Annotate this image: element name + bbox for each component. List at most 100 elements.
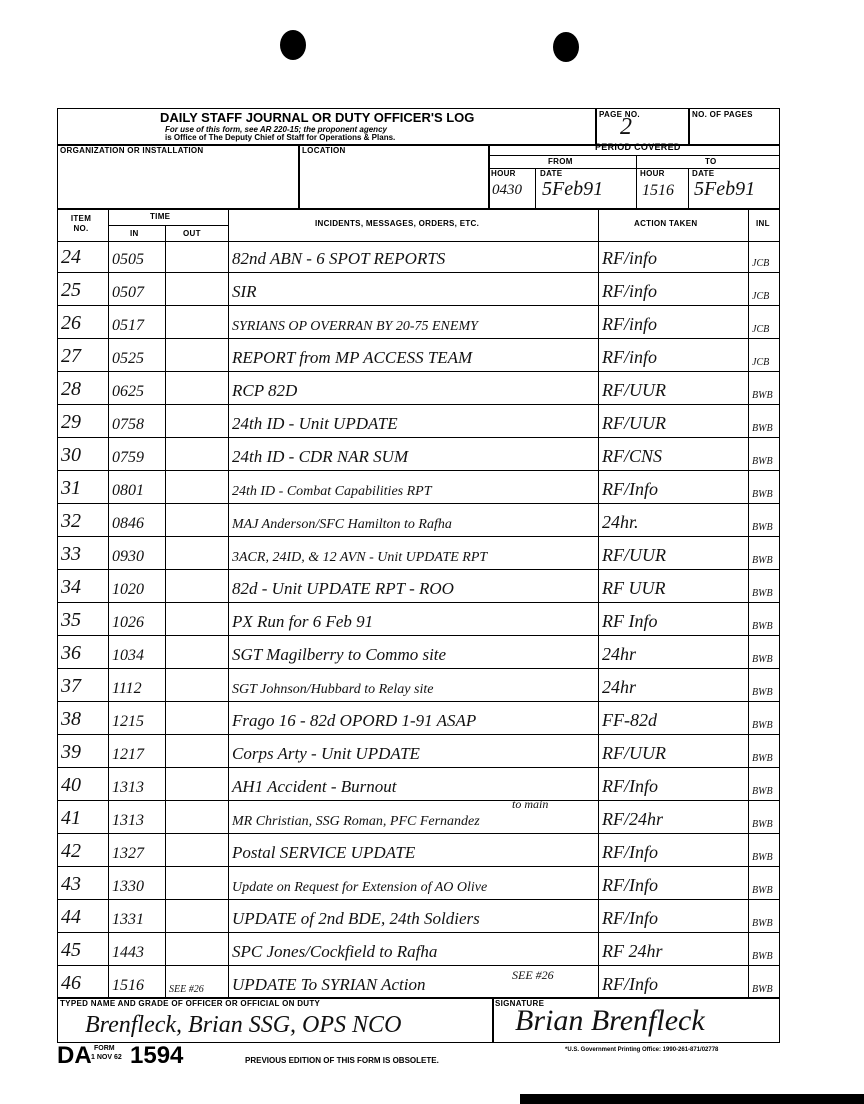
initials: BWB [752, 984, 773, 995]
incident-text: AH1 Accident - Burnout [232, 777, 397, 796]
form-date: 1 NOV 62 [91, 1054, 122, 1061]
page-no-value: 2 [620, 114, 632, 140]
time-out [165, 768, 228, 800]
incident-text: Postal SERVICE UPDATE [232, 843, 416, 862]
item-no: 44 [61, 906, 81, 928]
time-in: 0930 [112, 548, 144, 565]
page-no-label: PAGE NO. [599, 110, 640, 119]
table-row: 40 1313 AH1 Accident - Burnout RF/Info BWB [57, 768, 780, 801]
col-out: OUT [183, 229, 201, 238]
col-initials: INL [756, 219, 770, 228]
table-row: 44 1331 UPDATE of 2nd BDE, 24th Soldiers RF… [57, 900, 780, 933]
table-row: 36 1034 SGT Magilberry to Commo site 24hr BW… [57, 636, 780, 669]
time-out [165, 570, 228, 602]
action-taken: RF/Info [602, 875, 658, 895]
location-box [298, 144, 490, 210]
table-row: 46 1516 SEE #26 UPDATE To SYRIAN Action RF/I… [57, 966, 780, 999]
initials: JCB [752, 258, 770, 269]
form-subtitle-2: is Office of The Deputy Chief of Staff f… [165, 133, 396, 142]
initials: BWB [752, 423, 773, 434]
action-taken: RF/CNS [602, 446, 663, 466]
time-out [165, 603, 228, 635]
incident-text: 3ACR, 24ID, & 12 AVN - Unit UPDATE RPT [232, 550, 488, 565]
item-no: 39 [61, 741, 81, 763]
time-out [165, 471, 228, 503]
time-in: 1331 [112, 911, 144, 928]
from-label: FROM [548, 157, 573, 166]
table-row: 26 0517 SYRIANS OP OVERRAN BY 20-75 ENEMY R… [57, 306, 780, 339]
incident-text: SPC Jones/Cockfield to Rafha [232, 942, 438, 961]
time-in: 1330 [112, 878, 144, 895]
time-in: 1443 [112, 944, 144, 961]
signature-box [492, 997, 780, 1043]
initials: BWB [752, 687, 773, 698]
action-taken: RF/UUR [602, 545, 666, 565]
action-taken: RF/Info [602, 908, 658, 928]
time-out [165, 405, 228, 437]
incident-text: UPDATE To SYRIAN Action [232, 975, 426, 994]
item-no: 35 [61, 609, 81, 631]
table-row: 34 1020 82d - Unit UPDATE RPT - ROO RF UUR B… [57, 570, 780, 603]
to-label: TO [705, 157, 717, 166]
form-title: DAILY STAFF JOURNAL OR DUTY OFFICER'S LO… [160, 110, 475, 125]
to-hour-label: HOUR [640, 169, 665, 178]
initials: JCB [752, 357, 770, 368]
period-label: PERIOD COVERED [595, 142, 681, 152]
table-row: 25 0507 SIR RF/info JCB [57, 273, 780, 306]
organization-label: ORGANIZATION OR INSTALLATION [60, 146, 204, 155]
table-row: 41 1313 MR Christian, SSG Roman, PFC Ferna… [57, 797, 780, 834]
previous-edition-note: PREVIOUS EDITION OF THIS FORM IS OBSOLET… [245, 1056, 439, 1065]
table-row: 39 1217 Corps Arty - Unit UPDATE RF/UUR BWB [57, 735, 780, 768]
time-in: 0758 [112, 416, 144, 433]
incident-text: SGT Magilberry to Commo site [232, 645, 447, 664]
time-in: 0517 [112, 317, 144, 334]
time-in: 1215 [112, 713, 144, 730]
initials: BWB [752, 390, 773, 401]
table-row: 42 1327 Postal SERVICE UPDATE RF/Info BWB [57, 834, 780, 867]
signature: Brian Brenfleck [515, 1004, 705, 1037]
action-taken: RF/info [602, 347, 657, 367]
time-in: 1313 [112, 779, 144, 796]
initials: BWB [752, 456, 773, 467]
incident-text: MAJ Anderson/SFC Hamilton to Rafha [232, 517, 452, 532]
time-out [165, 834, 228, 866]
item-no: 27 [61, 345, 81, 367]
initials: BWB [752, 786, 773, 797]
item-no: 29 [61, 411, 81, 433]
officer-label: TYPED NAME AND GRADE OF OFFICER OR OFFIC… [60, 999, 321, 1008]
table-row: 30 0759 24th ID - CDR NAR SUM RF/CNS BWB [57, 438, 780, 471]
col-in: IN [130, 229, 139, 238]
table-row: 37 1112 SGT Johnson/Hubbard to Relay site 2… [57, 669, 780, 702]
item-no: 37 [61, 675, 81, 697]
form-da: DA [57, 1042, 92, 1069]
incident-text: Frago 16 - 82d OPORD 1-91 ASAP [232, 711, 477, 730]
time-out [165, 801, 228, 833]
time-in: 1327 [112, 845, 144, 862]
incident-text: 82nd ABN - 6 SPOT REPORTS [232, 249, 446, 268]
action-taken: RF/Info [602, 776, 658, 796]
from-hour-label: HOUR [491, 169, 516, 178]
action-taken: RF/Info [602, 842, 658, 862]
action-taken: RF/info [602, 314, 657, 334]
initials: BWB [752, 753, 773, 764]
item-no: 28 [61, 378, 81, 400]
time-in: 1313 [112, 812, 144, 829]
initials: BWB [752, 522, 773, 533]
incident-note: SEE #26 [512, 968, 554, 982]
action-taken: RF/UUR [602, 743, 666, 763]
incident-text: Update on Request for Extension of AO Ol… [232, 880, 488, 895]
time-out [165, 306, 228, 338]
signature-label: SIGNATURE [495, 999, 545, 1008]
no-of-pages-box [688, 108, 780, 146]
time-in: 0759 [112, 449, 144, 466]
organization-box [57, 144, 300, 210]
item-no: 38 [61, 708, 81, 730]
incident-text: SGT Johnson/Hubbard to Relay site [232, 682, 434, 697]
to-hour-value: 1516 [642, 182, 674, 199]
table-row: 33 0930 3ACR, 24ID, & 12 AVN - Unit UPDATE… [57, 537, 780, 570]
punch-hole-right [553, 32, 579, 62]
action-taken: RF Info [602, 611, 658, 631]
officer-name: Brenfleck, Brian SSG, OPS NCO [85, 1012, 402, 1038]
item-no: 31 [61, 477, 81, 499]
time-out [165, 537, 228, 569]
